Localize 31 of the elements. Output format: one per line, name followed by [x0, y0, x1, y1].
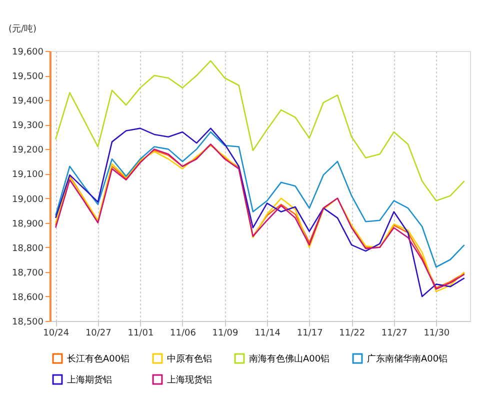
x-tick-label: 11/14 — [254, 328, 281, 338]
y-tick-label: 18,900 — [12, 219, 44, 230]
legend-label: 中原有色铝 — [167, 354, 212, 365]
line-series — [54, 60, 466, 202]
y-tick-label: 19,500 — [12, 72, 44, 82]
legend-label: 南海有色佛山A00铝 — [249, 354, 330, 365]
y-axis-title: (元/吨) — [8, 24, 37, 34]
legend-label: 上海现货铝 — [167, 374, 212, 386]
x-tick-label: 10/24 — [43, 328, 70, 338]
x-tick-label: 11/17 — [296, 328, 323, 338]
x-tick-label: 11/09 — [212, 328, 239, 338]
y-tick-label: 18,500 — [12, 318, 44, 328]
y-tick-label: 19,000 — [12, 194, 44, 205]
y-tick-label: 19,200 — [12, 146, 44, 156]
legend-label: 上海期货铝 — [67, 374, 112, 386]
legend-label: 广东南储华南A00铝 — [367, 354, 448, 365]
y-tick-label: 18,800 — [12, 244, 44, 254]
x-tick-label: 11/30 — [424, 328, 450, 338]
y-tick-label: 18,600 — [12, 292, 44, 303]
x-tick-label: 11/01 — [128, 328, 154, 338]
line-series — [54, 131, 466, 268]
x-tick-label: 11/22 — [339, 328, 366, 338]
x-tick-label: 11/06 — [170, 328, 196, 338]
y-tick-label: 19,300 — [12, 121, 44, 132]
y-tick-label: 19,400 — [12, 96, 44, 107]
legend-label: 长江有色A00铝 — [67, 354, 130, 365]
x-tick-label: 11/27 — [381, 328, 408, 338]
x-tick-label: 10/27 — [85, 328, 112, 338]
y-tick-label: 19,600 — [12, 48, 44, 58]
y-tick-label: 19,100 — [12, 170, 44, 180]
y-tick-label: 18,700 — [12, 268, 44, 278]
